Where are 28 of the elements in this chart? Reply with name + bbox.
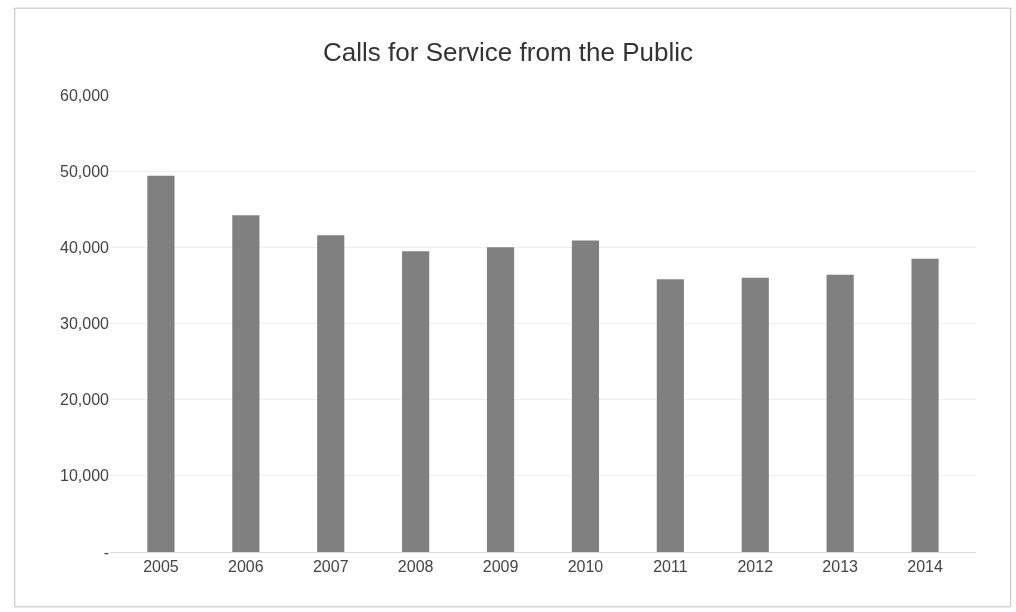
x-tick-label: 2012 xyxy=(737,558,774,576)
bar xyxy=(741,277,769,552)
y-tick-label: 30,000 xyxy=(60,315,110,333)
y-tick-label: 10,000 xyxy=(60,467,110,485)
x-tick-label: 2011 xyxy=(653,558,688,576)
chart-title: Calls for Service from the Public xyxy=(323,37,693,68)
y-tick-label: 60,000 xyxy=(60,86,110,104)
x-tick-label: 2014 xyxy=(907,558,943,576)
x-tick-label: 2006 xyxy=(228,558,264,576)
bar xyxy=(402,251,430,552)
bar xyxy=(317,235,345,552)
bar xyxy=(656,279,684,552)
y-tick-label: 40,000 xyxy=(60,238,110,256)
bar xyxy=(147,175,175,552)
bar xyxy=(571,240,600,552)
y-tick-label: - xyxy=(103,543,109,561)
x-tick-label: 2007 xyxy=(312,558,349,576)
bar xyxy=(486,247,515,552)
x-tick-label: 2013 xyxy=(822,558,859,576)
y-tick-label: 50,000 xyxy=(60,162,110,180)
x-tick-label: 2008 xyxy=(397,558,434,576)
x-tick-label: 2010 xyxy=(567,558,604,576)
bar xyxy=(232,215,260,552)
y-tick-label: 20,000 xyxy=(60,391,110,409)
x-tick-label: 2005 xyxy=(143,558,179,576)
bar xyxy=(911,258,939,552)
x-tick-label: 2009 xyxy=(482,558,519,576)
bar xyxy=(826,274,854,552)
